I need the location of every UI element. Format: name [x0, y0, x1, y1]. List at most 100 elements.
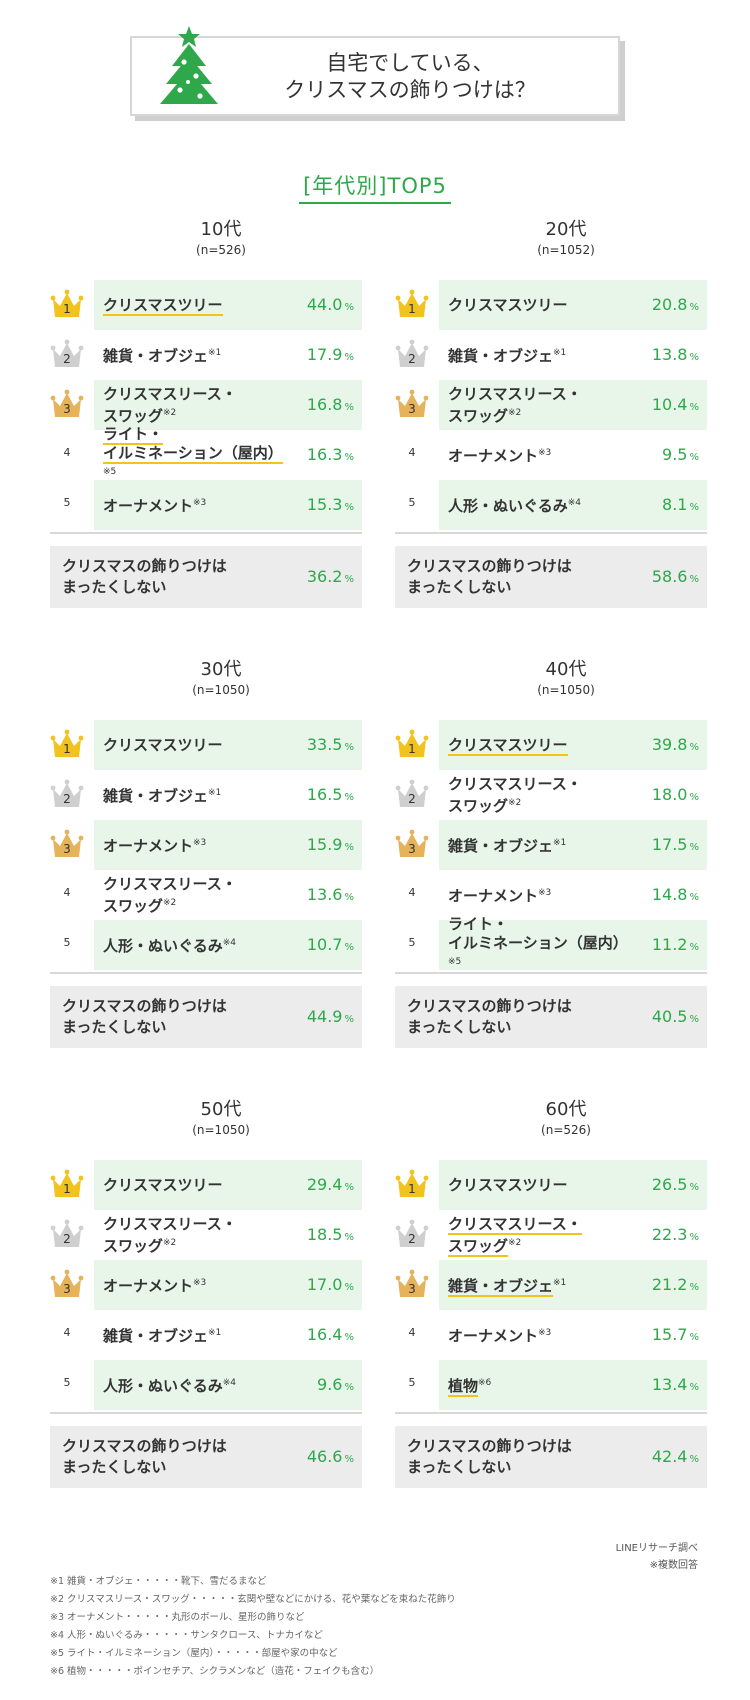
footnote-mark: ※3 [193, 498, 207, 508]
percent-sign: % [344, 1014, 354, 1025]
label-text: オーナメント [103, 837, 194, 855]
footnote-mark: ※4 [222, 1378, 236, 1388]
label-text: スワッグ [448, 796, 509, 815]
percent-value: 21.2% [652, 1260, 699, 1310]
footnote-mark: ※1 [208, 1328, 222, 1338]
crown-icon [395, 1169, 429, 1197]
sample-size: (n=526) [196, 243, 246, 257]
percent-sign: % [344, 842, 354, 853]
sample-size: (n=526) [541, 1123, 591, 1137]
percent-number: 10.4 [651, 395, 688, 414]
ranking-row: 3 オーナメント※3 17.0% [50, 1260, 362, 1310]
row-background [439, 1160, 707, 1210]
ranking-row: 3 雑貨・オブジェ※1 21.2% [395, 1260, 707, 1310]
footnote-mark: ※4 [567, 498, 581, 508]
ranking-row: 2 クリスマスリース・ スワッグ※2 22.3% [395, 1210, 707, 1260]
label-line: まったくしない [62, 1458, 167, 1476]
no-decoration-label: クリスマスの飾りつけは まったくしない [62, 1436, 227, 1478]
label-line: クリスマスの飾りつけは [62, 1437, 227, 1455]
percent-number: 16.5 [306, 785, 343, 804]
rank-number: 2 [408, 792, 416, 806]
ranking-row: 4 クリスマスリース・ スワッグ※2 13.6% [50, 870, 362, 920]
rank-badge: 2 [50, 1210, 84, 1260]
ranking-row: 4 オーナメント※3 15.7% [395, 1310, 707, 1360]
label-text: 植物 [448, 1377, 479, 1397]
percent-number: 9.5 [662, 445, 688, 464]
percent-sign: % [689, 1182, 699, 1193]
percent-sign: % [344, 1182, 354, 1193]
label-line: スワッグ※2 [103, 894, 293, 916]
ranking-row: 2 雑貨・オブジェ※1 13.8% [395, 330, 707, 380]
row-background [94, 820, 362, 870]
rank-badge: 2 [50, 770, 84, 820]
percent-sign: % [344, 1282, 354, 1293]
item-label: クリスマスツリー [103, 1160, 293, 1210]
age-panel: 30代 (n=1050) 1 クリスマスツリー 33.5% 2 雑貨・オブジェ※1 16.5%… [50, 658, 362, 1058]
percent-number: 17.5 [651, 835, 688, 854]
row-background [94, 280, 362, 330]
label-line: 雑貨・オブジェ※1 [103, 344, 293, 366]
label-text: スワッグ [448, 1236, 509, 1257]
footnote: ※4 人形・ぬいぐるみ・・・・・サンタクロース、トナカイなど [50, 1630, 323, 1641]
crown-icon [50, 729, 84, 757]
rank-number: 4 [63, 446, 71, 459]
rank-badge: 2 [395, 330, 429, 380]
ranking-list: 1 クリスマスツリー 39.8% 2 クリスマスリース・ スワッグ※2 18.0% 3 雑貨・オ… [395, 720, 707, 970]
percent-value: 10.7% [307, 920, 354, 970]
label-text: ライト・ [448, 915, 509, 933]
percent-number: 29.4 [306, 1175, 343, 1194]
footnote-mark: ※2 [163, 407, 177, 418]
source-line1: LINEリサーチ調べ [615, 1543, 698, 1554]
item-label: 植物※6 [448, 1360, 638, 1410]
label-text: クリスマスツリー [448, 735, 568, 756]
age-panel: 60代 (n=526) 1 クリスマスツリー 26.5% 2 クリスマスリース・ スワッグ※2… [395, 1098, 707, 1498]
percent-number: 46.6 [306, 1447, 343, 1466]
label-text: クリスマスツリー [448, 1175, 568, 1194]
no-decoration-row: クリスマスの飾りつけは まったくしない 58.6% [395, 546, 707, 608]
percent-sign: % [689, 1332, 699, 1343]
percent-sign: % [344, 892, 354, 903]
label-text: 人形・ぬいぐるみ [103, 937, 223, 955]
label-line: 人形・ぬいぐるみ※4 [103, 934, 293, 956]
footnote-mark: ※6 [478, 1378, 492, 1388]
item-label: 人形・ぬいぐるみ※4 [103, 1360, 293, 1410]
item-label: オーナメント※3 [103, 820, 293, 870]
percent-sign: % [344, 452, 354, 463]
percent-number: 22.3 [651, 1225, 688, 1244]
percent-number: 20.8 [651, 295, 688, 314]
label-line: ライト・ [103, 425, 293, 445]
row-background [439, 720, 707, 770]
percent-sign: % [689, 1014, 699, 1025]
label-line: 人形・ぬいぐるみ※4 [103, 1374, 293, 1396]
rank-badge: 4 [395, 870, 429, 920]
footnote-mark: ※5 [103, 467, 117, 477]
rank-badge: 1 [50, 720, 84, 770]
item-label: 雑貨・オブジェ※1 [448, 330, 638, 380]
no-decoration-row: クリスマスの飾りつけは まったくしない 36.2% [50, 546, 362, 608]
rank-badge: 5 [395, 920, 429, 970]
label-line: スワッグ※2 [448, 1234, 638, 1257]
label-text: ライト・ [103, 425, 164, 445]
crown-icon [395, 1269, 429, 1297]
row-background [94, 380, 362, 430]
item-label: クリスマスリース・ スワッグ※2 [103, 870, 293, 920]
percent-sign: % [344, 302, 354, 313]
divider [395, 972, 707, 974]
percent-sign: % [689, 1454, 699, 1465]
item-label: 雑貨・オブジェ※1 [103, 770, 293, 820]
percent-number: 44.9 [306, 1007, 343, 1026]
label-line: クリスマスリース・ [103, 875, 293, 894]
label-line: 雑貨・オブジェ※1 [103, 784, 293, 806]
rank-number: 3 [63, 1282, 71, 1296]
item-label: 人形・ぬいぐるみ※4 [448, 480, 638, 530]
percent-number: 15.7 [651, 1325, 688, 1344]
footnote-mark: ※2 [163, 897, 177, 908]
percent-value: 58.6% [652, 546, 699, 608]
divider [50, 532, 362, 534]
footnote-mark: ※3 [538, 888, 552, 898]
rank-badge: 4 [395, 1310, 429, 1360]
row-background [94, 1260, 362, 1310]
ranking-row: 4 雑貨・オブジェ※1 16.4% [50, 1310, 362, 1360]
label-line: クリスマスの飾りつけは [407, 557, 572, 575]
percent-sign: % [344, 792, 354, 803]
